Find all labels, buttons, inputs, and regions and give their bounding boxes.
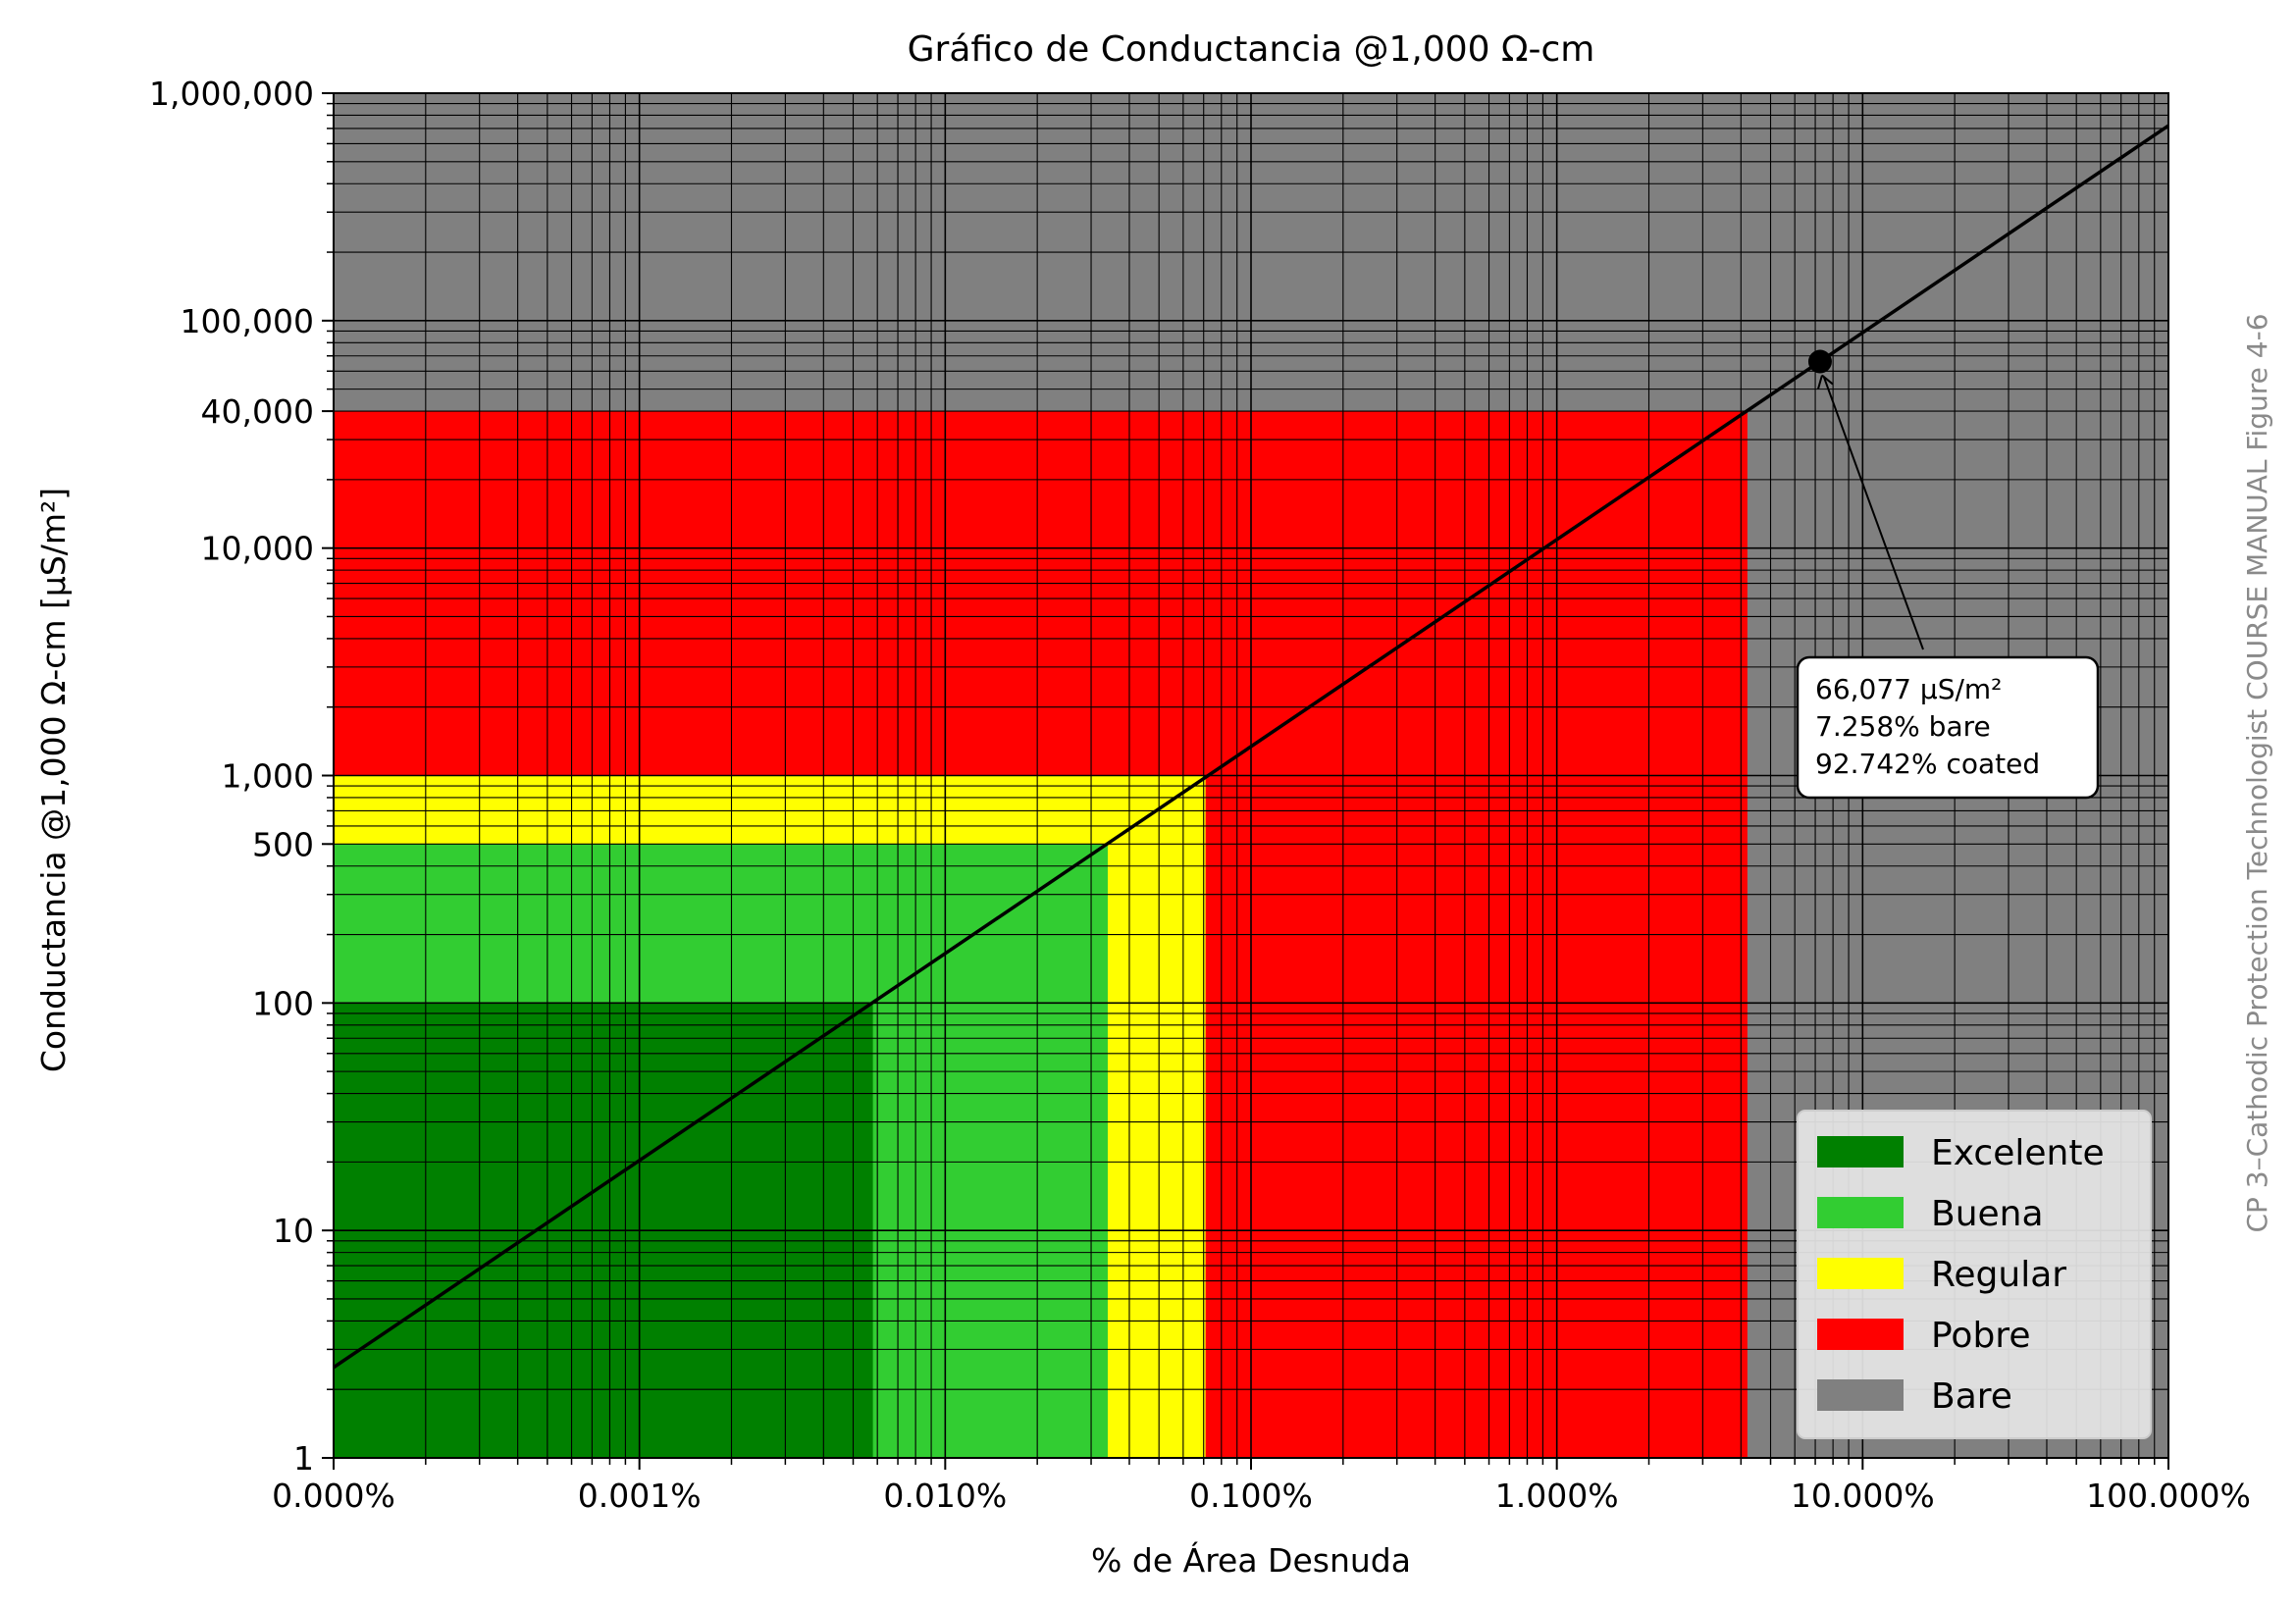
side-note: CP 3–Cathodic Protection Technologist CO…: [2241, 313, 2273, 1232]
y-tick-label: 40,000: [201, 392, 314, 431]
legend-label: Bare: [1931, 1376, 2012, 1417]
data-point-marker: [1807, 349, 1832, 374]
annotation-box: [1796, 655, 2100, 800]
chart-title: Gráfico de Conductancia @1,000 Ω-cm: [908, 29, 1595, 70]
x-tick-label: 0.001%: [578, 1477, 702, 1515]
legend-swatch: [1817, 1258, 1904, 1289]
y-tick-label: 100: [252, 984, 314, 1022]
y-tick-label: 1,000,000: [149, 75, 314, 113]
annotation-arrow: [1823, 377, 1924, 650]
x-tick-label: 0.100%: [1189, 1477, 1313, 1515]
x-tick-label: 100.000%: [2086, 1477, 2251, 1515]
y-tick-label: 10: [273, 1212, 314, 1250]
legend-label: Pobre: [1931, 1316, 2030, 1356]
x-tick-label: 0.000%: [272, 1477, 395, 1515]
conductance-line: [333, 124, 2169, 1370]
legend-swatch: [1817, 1197, 1904, 1228]
legend-swatch: [1817, 1379, 1904, 1411]
y-tick-label: 500: [252, 825, 314, 863]
y-axis-label: Conductancia @1,000 Ω-cm [μS/m²]: [34, 488, 73, 1072]
legend-swatch: [1817, 1319, 1904, 1350]
x-axis-ticks: 0.000% 0.001% 0.010% 0.100% 1.000% 10.000% 100…: [272, 1458, 2251, 1515]
legend-box: [1797, 1110, 2152, 1439]
y-axis-ticks: 1 10 100 500 1,000 10,000 40,000 100,000 1,000,0…: [149, 75, 334, 1478]
x-axis-label: % de Área Desnuda: [1091, 1540, 1411, 1580]
data-line: [333, 124, 2169, 1370]
y-tick-label: 100,000: [181, 302, 314, 340]
legend-swatch: [1817, 1136, 1904, 1167]
annotation: 66,077 μS/m² 7.258% bare 92.742% coated: [1796, 349, 2100, 800]
x-tick-label: 10.000%: [1791, 1477, 1935, 1515]
x-tick-label: 1.000%: [1495, 1477, 1619, 1515]
legend-label: Regular: [1931, 1255, 2066, 1295]
arrow-head: [1816, 374, 1834, 389]
legend-label: Buena: [1931, 1194, 2044, 1234]
annotation-line: 92.742% coated: [1815, 748, 2040, 780]
annotation-line: 66,077 μS/m²: [1815, 673, 2002, 705]
annotation-line: 7.258% bare: [1815, 710, 1991, 743]
y-tick-label: 1,000: [222, 757, 314, 796]
x-tick-label: 0.010%: [883, 1477, 1007, 1515]
y-tick-label: 10,000: [201, 530, 314, 568]
legend-label: Excelente: [1931, 1133, 2105, 1173]
y-tick-label: 1: [293, 1439, 314, 1478]
legend: Excelente Buena Regular Pobre Bare: [1797, 1110, 2152, 1439]
